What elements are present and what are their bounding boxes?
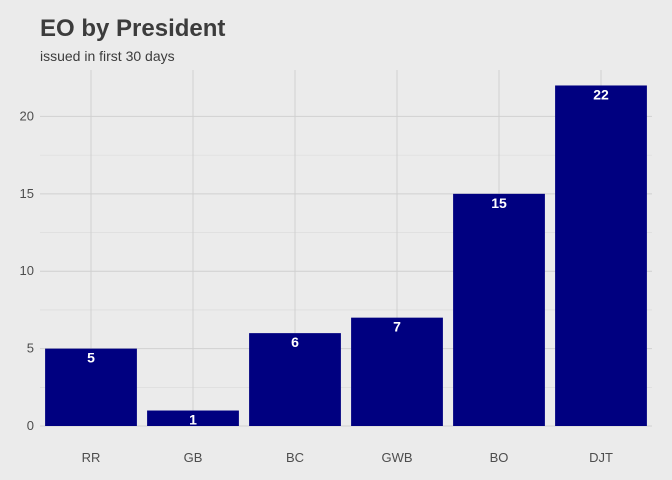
data-label-rr: 5 xyxy=(87,350,95,366)
bar-gwb xyxy=(351,317,443,426)
bar-djt xyxy=(555,85,647,426)
x-tick-label-gb: GB xyxy=(184,450,203,465)
x-tick-label-bc: BC xyxy=(286,450,304,465)
y-tick-label: 5 xyxy=(27,341,34,356)
x-tick-label-djt: DJT xyxy=(589,450,613,465)
y-tick-label: 10 xyxy=(20,263,34,278)
data-label-gwb: 7 xyxy=(393,319,401,335)
data-label-bc: 6 xyxy=(291,334,299,350)
chart-subtitle: issued in first 30 days xyxy=(40,48,175,64)
data-label-gb: 1 xyxy=(189,412,197,428)
y-tick-label: 0 xyxy=(27,418,34,433)
bar-rr xyxy=(45,348,137,426)
x-tick-label-gwb: GWB xyxy=(381,450,412,465)
data-label-bo: 15 xyxy=(491,195,507,211)
chart-title: EO by President xyxy=(40,15,226,42)
y-tick-label: 20 xyxy=(20,108,34,123)
bar-bc xyxy=(249,333,341,426)
x-tick-label-bo: BO xyxy=(490,450,509,465)
bar-bo xyxy=(453,193,545,426)
y-tick-label: 15 xyxy=(20,186,34,201)
bar-gb xyxy=(147,410,239,426)
x-tick-label-rr: RR xyxy=(82,450,101,465)
data-label-djt: 22 xyxy=(593,86,609,102)
